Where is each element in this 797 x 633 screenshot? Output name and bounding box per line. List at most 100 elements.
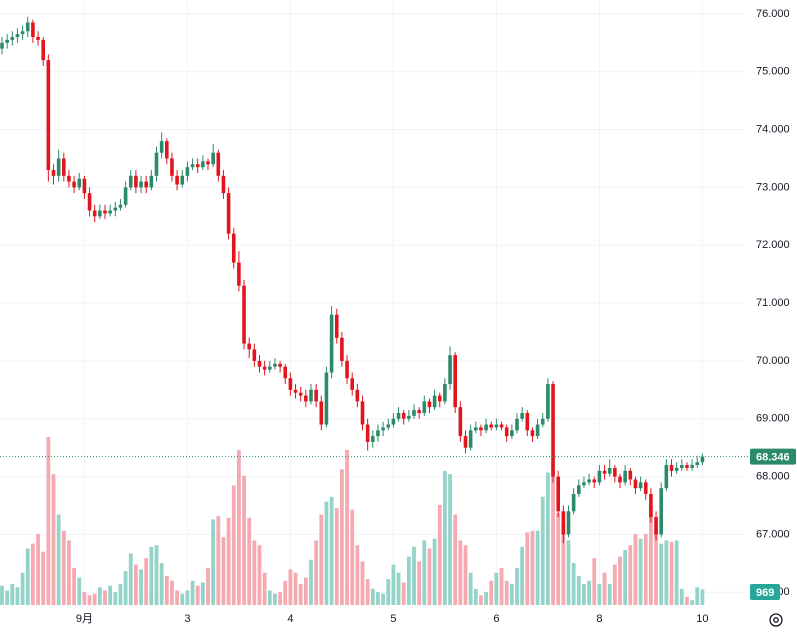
candle-body [391,418,396,425]
candle-body [257,360,262,367]
volume-bar [190,580,195,605]
volume-bar [659,543,664,605]
candle-body [401,412,406,419]
y-tick-label: 67.000 [756,528,790,540]
candle-body [504,427,509,437]
candle-body [231,233,236,263]
candle-body [185,167,190,176]
volume-bar [61,530,66,605]
candle-body [87,193,92,211]
candle-body [159,141,164,153]
candle-body [371,436,375,442]
candle-body [412,410,416,416]
volume-bar [41,551,46,605]
candle-body [216,152,221,176]
volume-bar [700,589,705,605]
candle-body [288,378,293,390]
volume-bar [340,469,344,605]
candle-body [685,465,689,468]
volume-bar [267,590,272,605]
volume-bar [412,546,416,605]
volume-bar [242,475,246,605]
candle-body [592,479,597,483]
volume-bar [185,590,190,605]
volume-bar [484,592,488,605]
candle-body [680,465,684,468]
candle-body [700,456,705,463]
volume-bar [587,580,591,605]
volume-bar [87,595,92,605]
candle-body [381,427,385,431]
volume-bar [494,572,499,605]
candle-body [201,161,205,168]
candle-body [602,470,607,474]
candle-body [139,181,143,188]
candle-body [319,401,324,425]
volume-bar [638,538,643,605]
y-tick-label: 76.000 [756,8,790,20]
last-volume-label: 969 [756,587,774,599]
volume-bar [77,577,82,605]
volume-bar [226,517,231,605]
grid [0,0,745,605]
volume-bar [530,530,535,605]
candle-body [36,37,40,40]
candle-body [582,482,586,486]
candle-body [515,418,519,431]
candle-body [309,389,313,402]
volume-bar [350,509,355,605]
gear-outer[interactable] [769,613,783,627]
volume-bar [582,584,586,605]
volume-bar [664,540,669,605]
candle-body [113,207,118,211]
volume-bar [0,585,4,605]
candle-body [396,412,401,419]
candle-body [643,482,648,494]
volume-bar [571,563,576,605]
candle-body [674,467,679,471]
y-tick-label: 73.000 [756,181,790,193]
volume-bar [551,459,555,605]
candle-body [51,170,56,176]
volume-bar [489,580,494,605]
volume-bar [355,545,360,605]
candle-body [10,37,15,40]
candle-body [108,210,112,214]
volume-bar [206,567,210,605]
candle-body [340,337,344,361]
settings-icon[interactable] [769,613,783,627]
volume-bar [257,545,262,605]
y-tick-label: 71.000 [756,297,790,309]
gear-inner[interactable] [773,617,779,623]
volume-bar [278,592,282,605]
volume-bar [216,516,221,605]
volume-bar [113,592,118,605]
volume-bar [15,587,20,605]
candle-body [180,175,185,185]
volume-bar [592,558,597,605]
volume-bar [669,542,674,605]
candle-body [664,465,669,489]
candle-body [103,210,107,214]
x-tick-label: 8 [596,613,602,625]
candle-body [5,39,9,43]
volume-bar [67,540,71,605]
candle-body [448,355,452,385]
candle-body [556,476,560,512]
candle-body [484,424,488,431]
volume-bar [298,584,303,605]
candle-body [623,470,627,483]
volume-bar [427,548,432,605]
y-tick-label: 74.000 [756,123,790,135]
candle-body [46,60,51,171]
candle-body [432,395,437,408]
volume-bar [237,449,241,605]
y-tick-label: 70.000 [756,355,790,367]
volume-bar [252,540,257,605]
volume-bar [406,556,411,605]
candle-body [577,485,581,494]
candle-body [561,511,566,535]
candle-body [237,262,241,286]
candle-body [546,384,550,419]
volume-bar [443,470,447,605]
